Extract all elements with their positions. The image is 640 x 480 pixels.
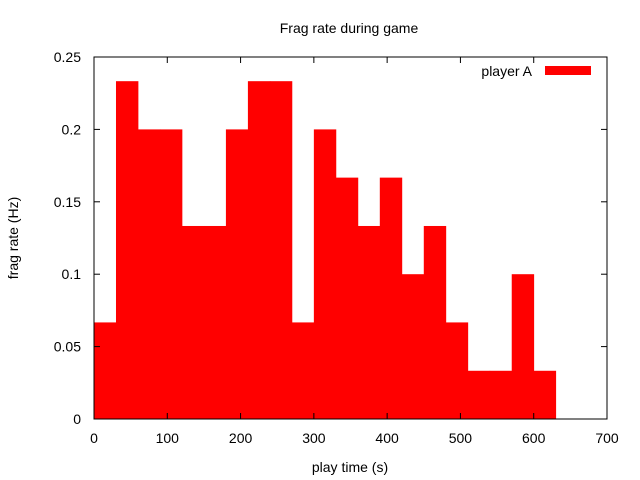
histogram-bar-15: [423, 225, 447, 419]
x-tick-label-7: 700: [595, 430, 619, 446]
x-tick-label-2: 200: [229, 430, 253, 446]
histogram-bar-10: [313, 129, 337, 419]
histogram-bar-6: [225, 129, 249, 419]
y-tick-label-5: 0.25: [54, 49, 81, 65]
histogram-bar-14: [401, 274, 425, 419]
x-tick-label-1: 100: [156, 430, 180, 446]
x-axis-label: play time (s): [312, 459, 388, 475]
histogram-bar-4: [181, 225, 205, 419]
legend-label: player A: [481, 63, 532, 79]
x-tick-label-4: 400: [375, 430, 399, 446]
axis-ticks: [93, 56, 608, 420]
legend: player A: [481, 63, 591, 79]
legend-swatch: [545, 66, 591, 75]
x-tick-label-6: 600: [522, 430, 546, 446]
y-tick-label-3: 0.15: [54, 194, 81, 210]
histogram-bar-0: [94, 322, 117, 419]
histogram-bar-5: [203, 225, 227, 419]
x-tick-label-0: 0: [90, 430, 98, 446]
y-tick-label-0: 0: [73, 411, 81, 427]
histogram-bar-12: [357, 225, 381, 419]
histogram-bar-11: [335, 177, 359, 419]
x-tick-labels: 0 100 200 300 400 500 600 700: [90, 430, 619, 446]
plot-frame: [93, 56, 608, 420]
histogram-bar-18: [489, 370, 513, 419]
y-tick-label-2: 0.1: [62, 266, 82, 282]
histogram-bar-20: [533, 370, 557, 419]
histogram-bar-19: [511, 274, 535, 419]
y-tick-label-1: 0.05: [54, 339, 81, 355]
histogram-bar-9: [291, 322, 315, 419]
histogram-bar-1: [115, 81, 139, 420]
y-axis-label: frag rate (Hz): [5, 197, 21, 279]
histogram-bar-16: [445, 322, 469, 419]
histogram-bar-2: [137, 129, 161, 419]
y-tick-labels: 0 0.05 0.1 0.15 0.2 0.25: [54, 49, 81, 427]
bars-group: [94, 81, 557, 420]
x-tick-label-3: 300: [302, 430, 326, 446]
x-tick-label-5: 500: [449, 430, 473, 446]
histogram-bar-3: [159, 129, 183, 419]
y-tick-label-4: 0.2: [62, 121, 82, 137]
histogram-bar-7: [247, 81, 271, 420]
histogram-bar-17: [467, 370, 491, 419]
chart-title: Frag rate during game: [280, 20, 419, 36]
histogram-bar-13: [379, 177, 403, 419]
histogram-bar-8: [269, 81, 293, 420]
